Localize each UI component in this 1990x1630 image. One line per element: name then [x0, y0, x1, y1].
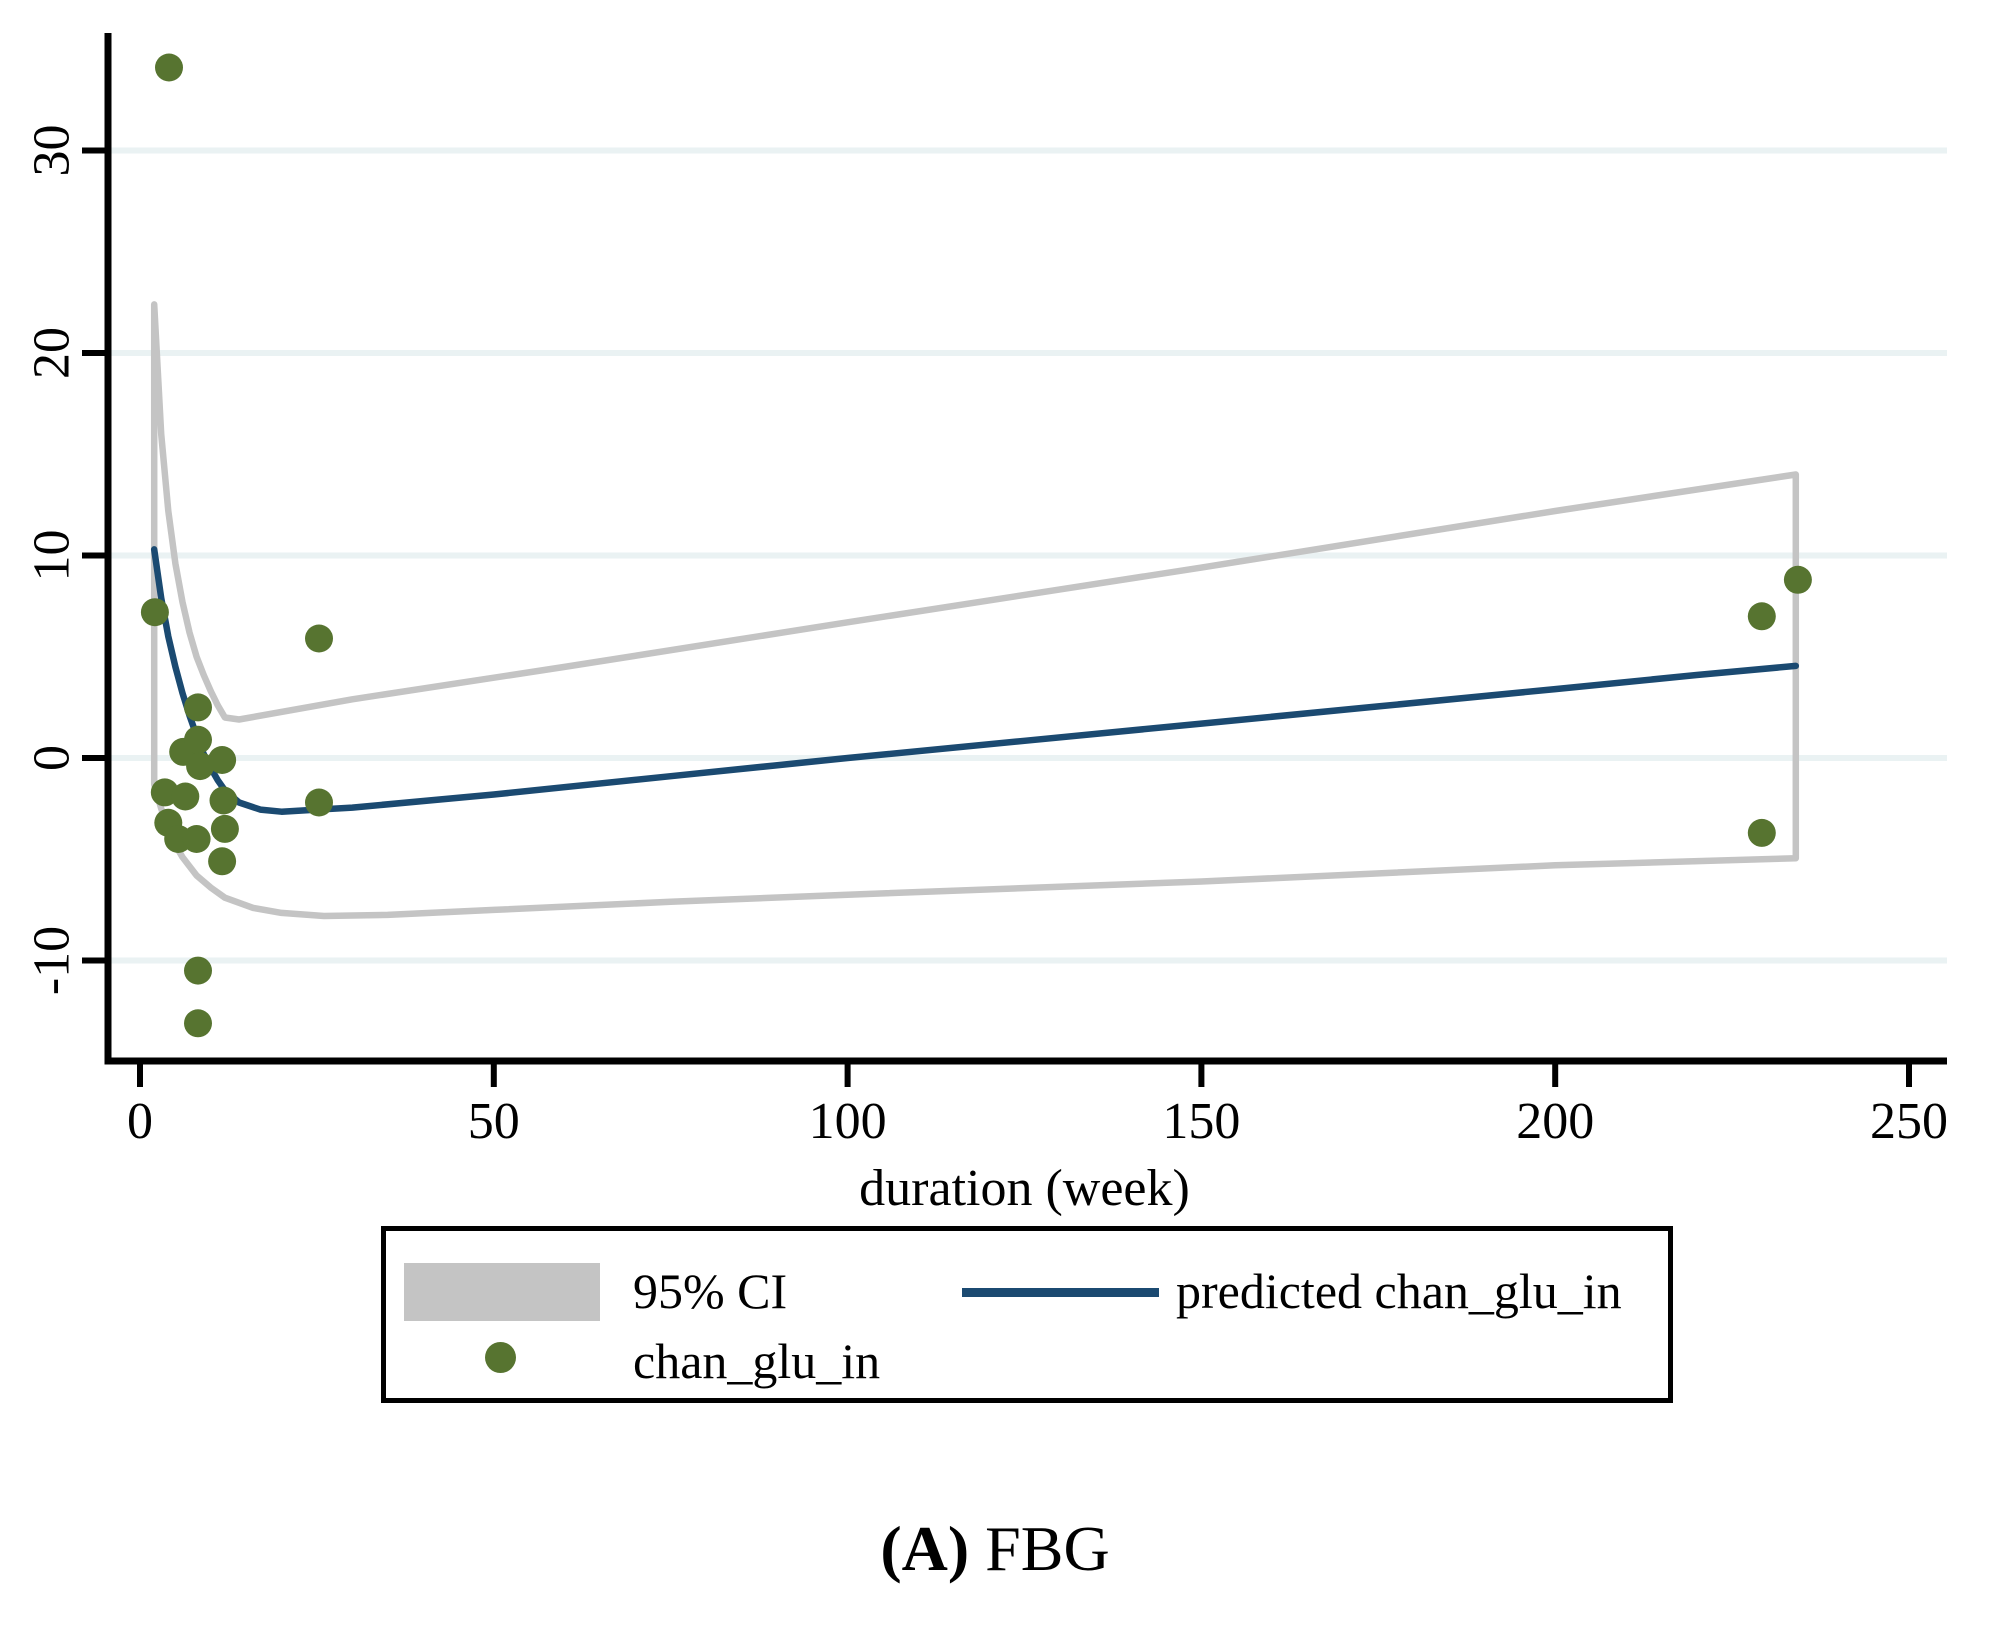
y-tick-label: 20: [24, 327, 81, 379]
legend-scatter-label: chan_glu_in: [633, 1332, 881, 1389]
scatter-point: [208, 847, 237, 876]
x-tick-label: 100: [809, 1093, 887, 1150]
x-tick-label: 200: [1516, 1093, 1594, 1150]
legend-predicted-line-swatch: [962, 1288, 1159, 1297]
figure-caption: (A) FBG: [0, 1512, 1990, 1586]
scatter-point: [305, 788, 333, 817]
scatter-point: [184, 1009, 212, 1038]
scatter-point: [171, 782, 200, 811]
scatter-point: [140, 598, 169, 627]
x-tick-label: 50: [468, 1093, 520, 1150]
caption-panel-letter: (A): [880, 1513, 970, 1584]
y-tick-label: -10: [24, 926, 81, 995]
scatter-point: [305, 624, 333, 653]
scatter-point: [184, 693, 212, 722]
legend-ci-label: 95% CI: [633, 1262, 788, 1319]
x-tick-label: 150: [1162, 1093, 1240, 1150]
scatter-point: [1747, 818, 1776, 847]
legend-predicted-label: predicted chan_glu_in: [1176, 1262, 1622, 1319]
legend-scatter-marker: [485, 1342, 516, 1373]
legend-box: 95% CI predicted chan_glu_in chan_glu_in: [381, 1226, 1673, 1403]
ci-band-outline: [150, 301, 1800, 920]
scatter-point: [208, 746, 237, 774]
legend-ci-swatch: [404, 1263, 600, 1321]
y-tick-label: 0: [24, 745, 81, 771]
scatter-point: [155, 53, 183, 82]
scatter-point: [209, 786, 238, 815]
caption-text: FBG: [969, 1513, 1110, 1584]
scatter-point: [1783, 565, 1812, 594]
y-tick-label: 30: [24, 125, 81, 177]
scatter-point: [182, 825, 211, 853]
y-tick-label: 10: [24, 530, 81, 582]
scatter-point: [186, 752, 215, 781]
x-axis-title: duration (week): [859, 1160, 1190, 1217]
predicted-line: [150, 546, 1800, 815]
scatter-point: [184, 725, 212, 754]
x-tick-label: 250: [1870, 1093, 1948, 1150]
x-tick-label: 0: [127, 1093, 153, 1150]
scatter-point: [210, 814, 239, 843]
scatter-point: [1747, 602, 1776, 631]
scatter-point: [184, 956, 212, 985]
